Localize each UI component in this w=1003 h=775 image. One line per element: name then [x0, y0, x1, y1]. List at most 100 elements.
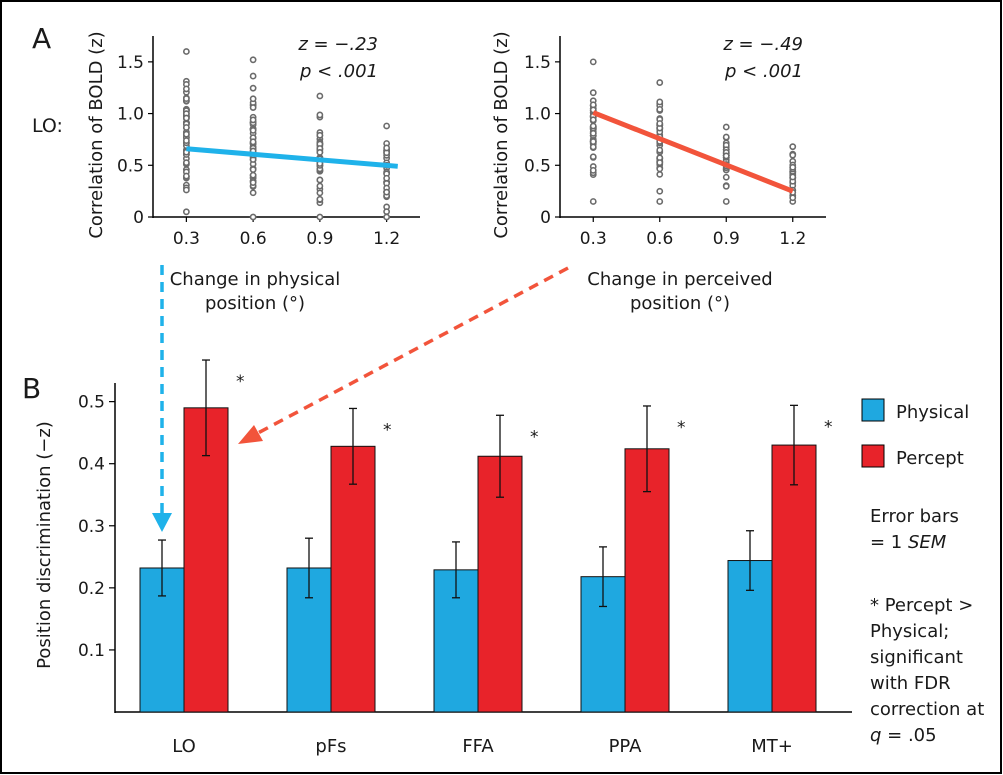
y-tick-label: 1.0	[117, 105, 144, 125]
scatter-point	[316, 195, 324, 203]
scatter-point	[722, 182, 730, 190]
scatter-point	[249, 213, 257, 221]
scatter2-annotation-stat: z = −.49	[722, 34, 803, 55]
scatter-point	[316, 176, 324, 184]
x-tick-label: 0.6	[240, 229, 267, 249]
bar-ylabel: Position discrimination (−z)	[34, 421, 55, 669]
scatter-point	[182, 137, 190, 145]
bar-percept	[771, 444, 817, 713]
x-tick-label: 1.2	[373, 229, 400, 249]
scatter2-xlabel-line2: position (°)	[630, 293, 730, 314]
scatter-point	[656, 165, 664, 173]
x-tick-label: 0.9	[713, 229, 740, 249]
scatter-point	[589, 143, 597, 151]
scatter-point	[316, 131, 324, 139]
scatter-point	[182, 48, 190, 55]
note-sig-line2: Physical;	[870, 621, 949, 642]
note-sig-q-value: = .05	[881, 725, 936, 746]
scatter-point	[383, 208, 391, 216]
scatter-point	[316, 111, 324, 119]
scatter-point	[656, 159, 664, 166]
scatter-point	[249, 179, 257, 186]
scatter-point	[589, 198, 597, 205]
scatter-point	[316, 213, 324, 221]
scatter1-xlabel-line1: Change in physical	[170, 269, 341, 290]
scatter-point	[589, 138, 597, 145]
x-tick-label: 1.2	[779, 229, 806, 249]
scatter-point	[789, 143, 797, 151]
scatter-point	[249, 56, 257, 64]
connector-arrows	[152, 265, 569, 532]
scatter-point	[182, 130, 190, 138]
bar-category-label: MT+	[751, 736, 793, 757]
scatter-point	[656, 146, 664, 154]
note-sig-line4: with FDR	[870, 673, 951, 694]
scatter-point	[656, 98, 664, 106]
scatter-point	[249, 116, 257, 124]
bar-chart-position-discrimination: Position discrimination (−z) 0.1 0.2 0.3 0.…	[34, 359, 852, 757]
scatter-point	[383, 144, 391, 152]
scatter-point	[182, 172, 190, 180]
scatter-point	[249, 189, 257, 197]
scatter-point	[789, 163, 797, 171]
scatter-point	[383, 213, 391, 221]
bar-category-label: PPA	[609, 736, 643, 757]
fit-line	[592, 110, 794, 194]
scatter-point	[589, 58, 597, 66]
arrowhead-percept	[238, 425, 263, 444]
note-sig-line1: * Percept >	[870, 595, 973, 616]
y-tick-label: 1.5	[117, 53, 144, 73]
x-tick-label: 0.6	[646, 229, 673, 249]
scatter1-xlabel-line2: position (°)	[205, 293, 305, 314]
scatter-point	[249, 95, 257, 103]
scatter-point	[182, 95, 190, 103]
x-tick-label: 0.3	[580, 229, 607, 249]
scatter-point	[722, 123, 730, 131]
panel-a-label: A	[32, 22, 51, 55]
bar-category-label: pFs	[315, 736, 346, 757]
bar-y-tick-label: 0.2	[78, 579, 105, 599]
bar-y-tick-label: 0.5	[78, 393, 105, 413]
scatter2-xlabel-line1: Change in perceived	[587, 269, 772, 290]
scatter-point	[316, 92, 324, 100]
scatter1-annotation-p: p < .001	[299, 61, 378, 82]
bar-category-label: LO	[172, 736, 196, 757]
bar-percept	[330, 445, 376, 713]
note-error-bars-line2: = 1 SEM	[870, 532, 947, 553]
scatter-point	[182, 208, 190, 216]
connector-arrow-percept	[257, 266, 569, 435]
note-error-bars-line1: Error bars	[870, 506, 959, 527]
bar-percept	[477, 455, 523, 713]
scatter-point	[182, 114, 190, 122]
bar-y-tick-label: 0.4	[78, 455, 105, 475]
scatter-point	[182, 159, 190, 167]
scatter-point	[182, 85, 190, 93]
roi-label: LO:	[32, 115, 63, 137]
scatter-point	[656, 105, 664, 113]
scatter-plot-percept: Correlation of BOLD (z) Change in percei…	[491, 31, 826, 314]
legend-label-percept: Percept	[896, 448, 964, 469]
scatter-point	[316, 182, 324, 190]
scatter-point	[589, 116, 597, 124]
bar-y-tick-label: 0.1	[78, 641, 105, 661]
bar-percept	[624, 448, 670, 713]
significance-marker: *	[383, 420, 392, 440]
scatter2-ylabel: Correlation of BOLD (z)	[491, 31, 512, 238]
scatter-point	[316, 189, 324, 197]
scatter-point	[182, 186, 190, 194]
scatter-point	[589, 153, 597, 161]
note-error-bars-sem: SEM	[908, 532, 947, 553]
fit-line	[186, 146, 398, 169]
y-tick-label: 0	[540, 208, 551, 228]
scatter-point	[722, 198, 730, 205]
legend: Physical Percept	[861, 398, 969, 469]
scatter-point	[383, 174, 391, 182]
scatter2-annotation-p: p < .001	[724, 61, 803, 82]
scatter-point	[789, 173, 797, 181]
scatter-point	[656, 79, 664, 86]
panel-b-label: B	[22, 372, 41, 405]
significance-marker: *	[677, 418, 686, 438]
y-tick-label: 1.0	[524, 105, 551, 125]
scatter1-annotation-stat: z = −.23	[297, 34, 378, 55]
